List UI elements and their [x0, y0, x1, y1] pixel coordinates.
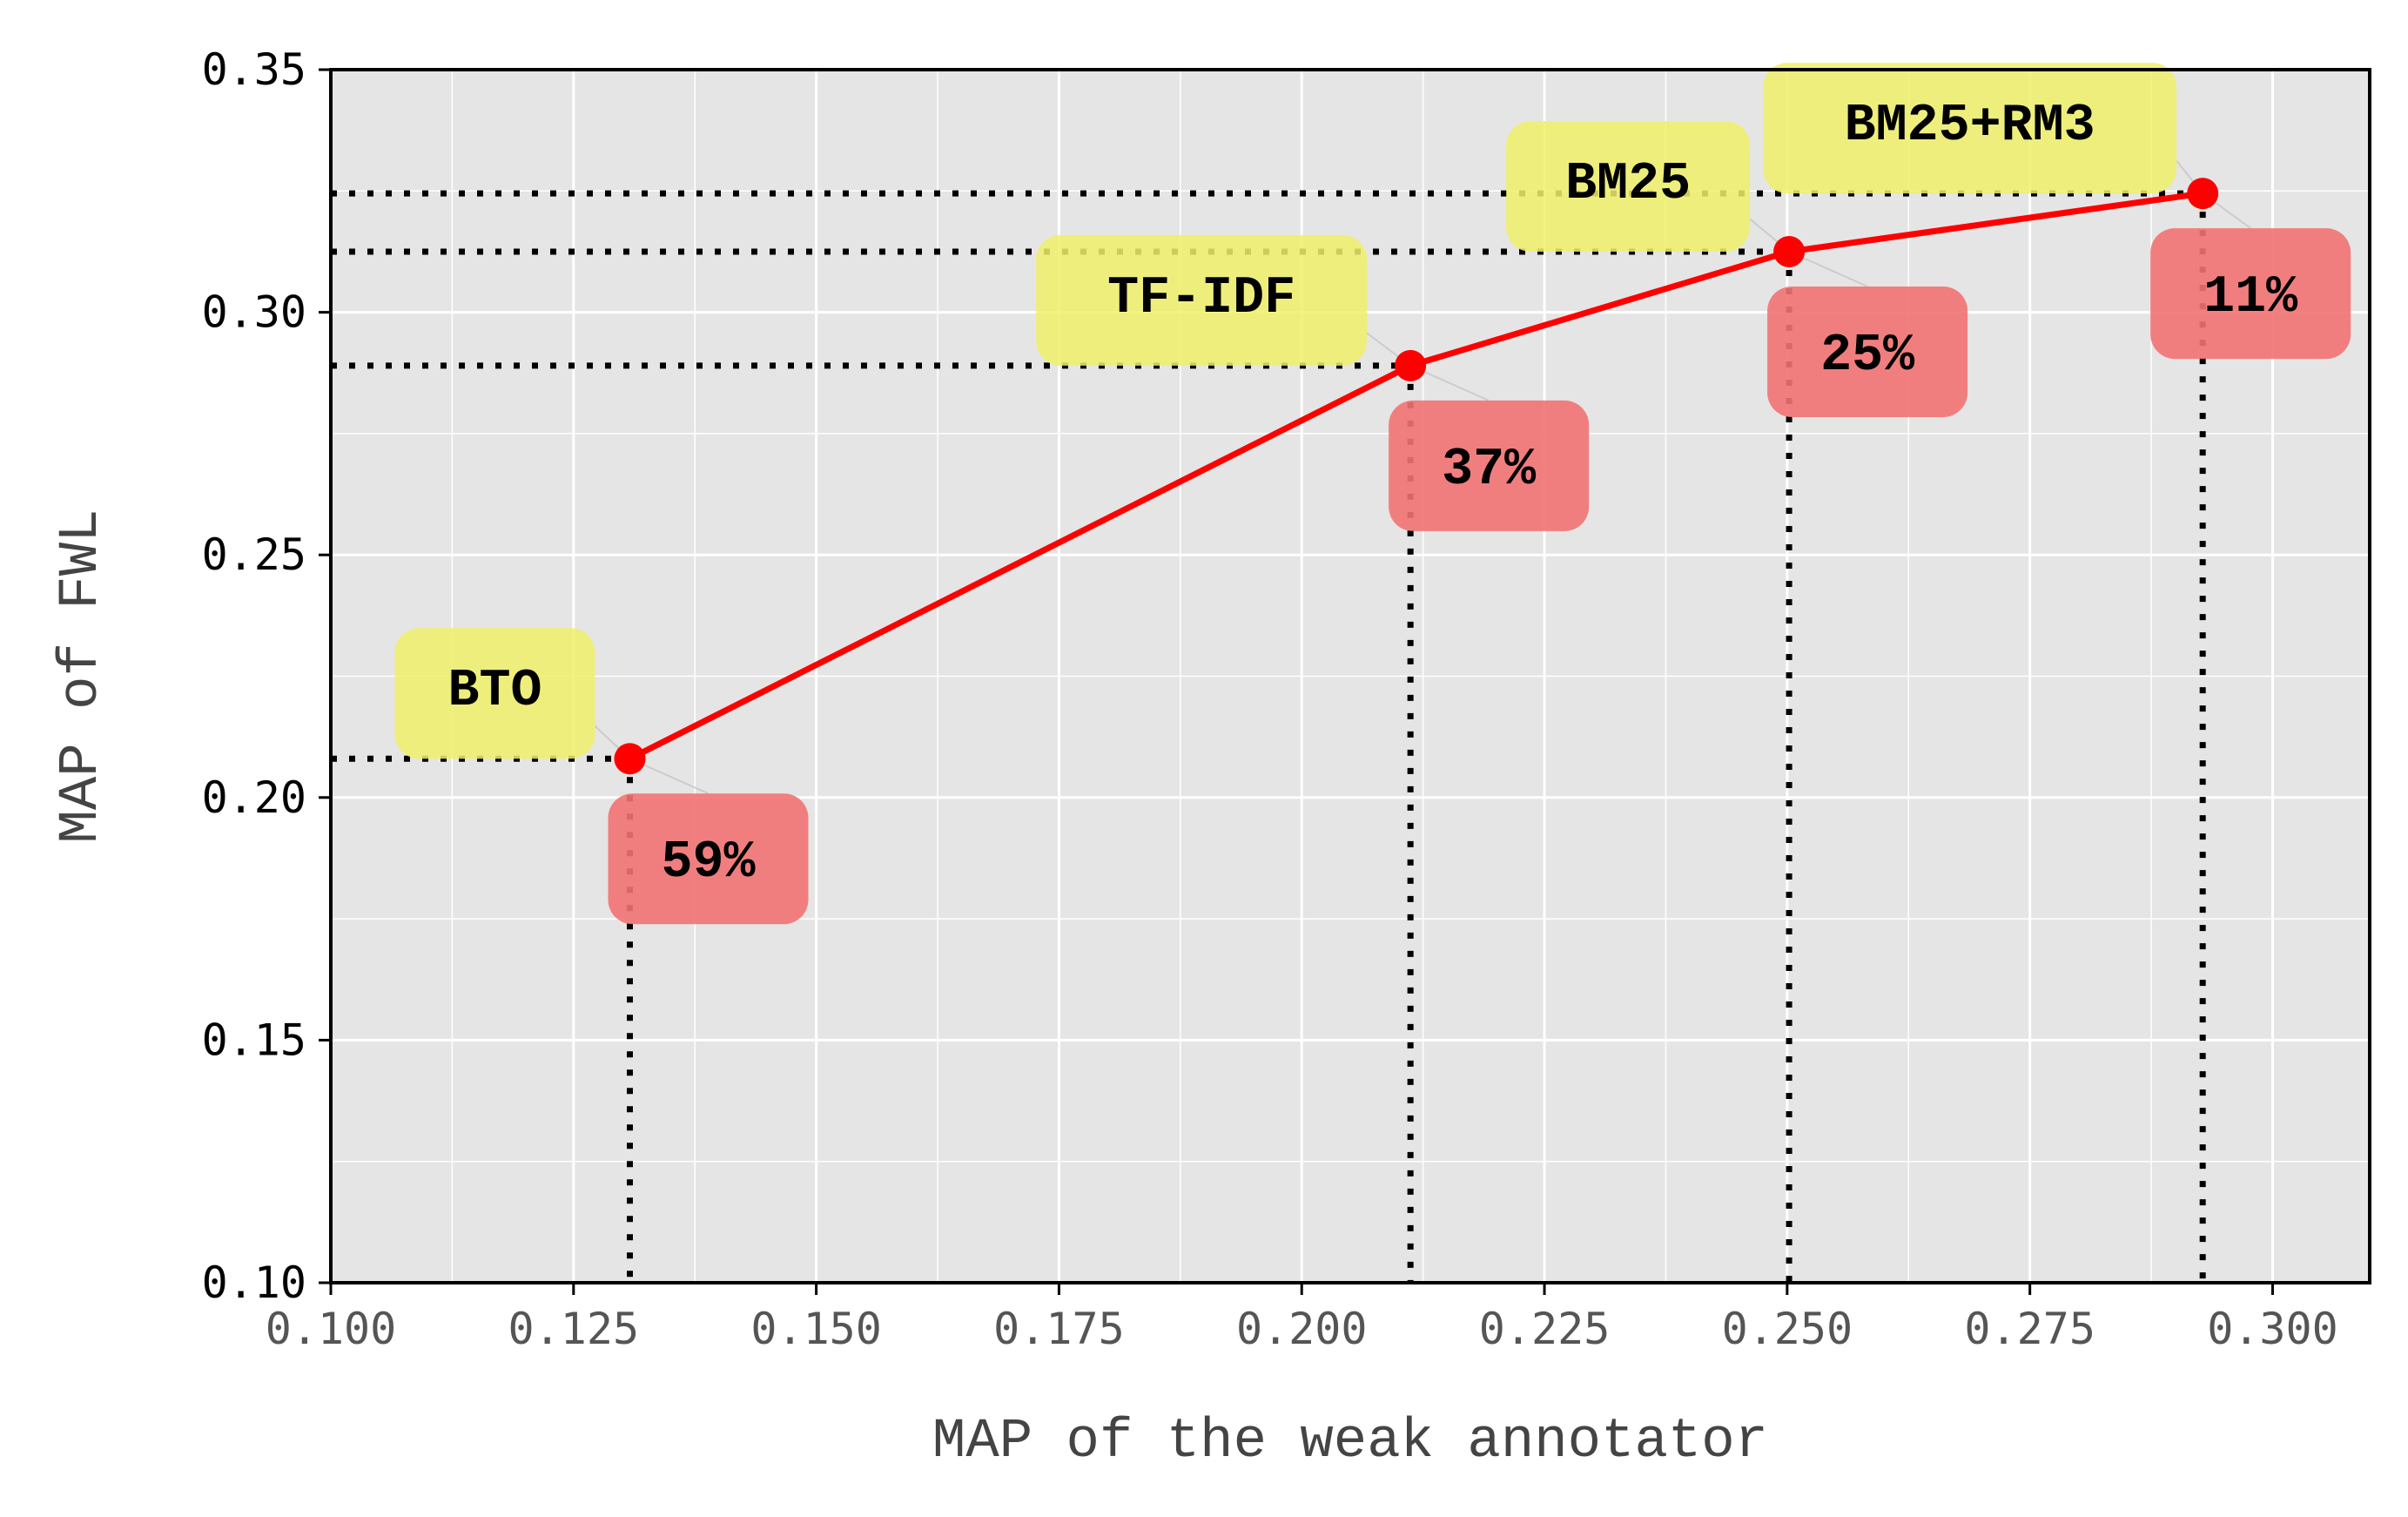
axis-ticks: 0.100 0.125 0.150 0.175 0.200 0.225 0.250 0.275…: [202, 44, 2338, 1354]
y-tick-label: 0.35: [202, 44, 306, 95]
x-axis-label: MAP of the weak annotator: [932, 1411, 1768, 1473]
percent-label: 25%: [1820, 327, 1915, 386]
x-tick-label: 0.275: [1964, 1304, 2095, 1354]
x-tick-label: 0.100: [266, 1304, 397, 1354]
method-label-box: [1763, 63, 2177, 194]
series-line-layer: [628, 190, 2203, 762]
y-tick-label: 0.15: [202, 1015, 306, 1065]
y-tick-label: 0.20: [202, 772, 306, 823]
data-point: [1395, 349, 1427, 381]
method-label: BM25+RM3: [1845, 97, 2095, 156]
percent-label-box: [1389, 400, 1590, 531]
x-tick-label: 0.175: [993, 1304, 1125, 1354]
plot-frame: [329, 68, 2371, 1284]
method-label-box: [394, 628, 595, 759]
percent-label: 59%: [661, 833, 756, 893]
method-label-box: [1036, 234, 1368, 366]
series-line: [628, 190, 2203, 762]
x-tick-label: 0.300: [2207, 1304, 2338, 1354]
method-label: BTO: [447, 662, 541, 721]
percent-label: 11%: [2203, 268, 2298, 327]
method-label: TF-IDF: [1107, 269, 1295, 328]
x-tick-label: 0.225: [1479, 1304, 1611, 1354]
y-tick-label: 0.30: [202, 287, 306, 338]
method-label: BM25: [1565, 155, 1691, 214]
x-tick-label: 0.250: [1722, 1304, 1853, 1354]
x-tick-label: 0.150: [750, 1304, 882, 1354]
percent-label: 37%: [1442, 441, 1537, 500]
percent-label-box: [2150, 228, 2351, 360]
data-point: [1773, 235, 1806, 267]
y-tick-label: 0.10: [202, 1257, 306, 1308]
data-point: [2187, 178, 2219, 210]
percent-label-box: [1767, 286, 1968, 417]
x-tick-label: 0.125: [508, 1304, 640, 1354]
x-tick-label: 0.200: [1236, 1304, 1368, 1354]
y-axis-label: MAP of FWL: [50, 509, 113, 843]
y-tick-label: 0.25: [202, 529, 306, 580]
percent-label-box: [608, 793, 809, 925]
method-label-box: [1506, 120, 1751, 252]
data-point: [614, 743, 646, 775]
annotation-layer: BTO 59% TF-IDF 37% BM25 25% BM25+RM3 11%: [394, 63, 2351, 925]
